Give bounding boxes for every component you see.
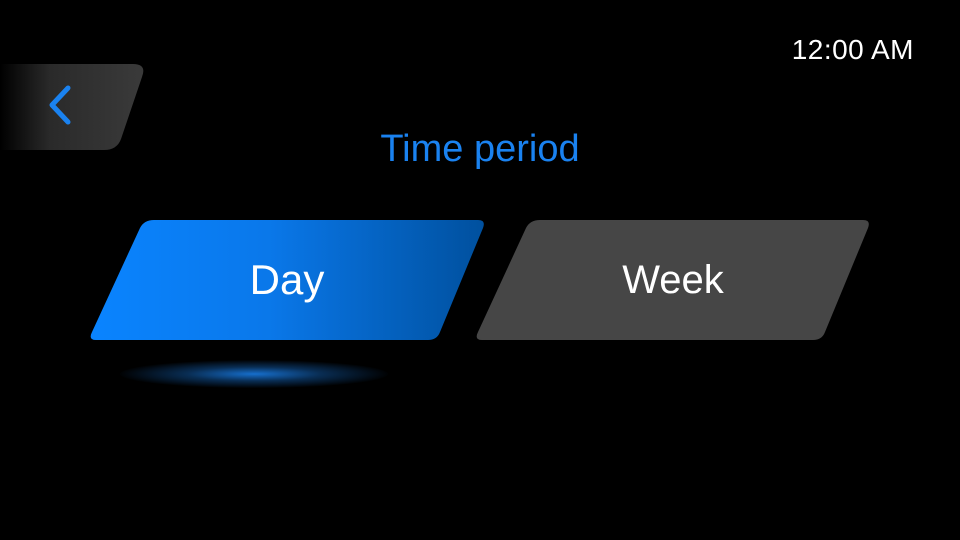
back-button[interactable] — [0, 64, 150, 150]
option-week-button[interactable]: Week — [474, 219, 872, 341]
clock: 12:00 AM — [791, 34, 914, 65]
option-day-shape — [90, 220, 484, 340]
option-day-button[interactable]: Day — [88, 219, 486, 341]
selection-glow — [120, 360, 388, 388]
chevron-left-icon — [49, 85, 71, 125]
page-title: Time period — [380, 128, 580, 170]
option-day-label: Day — [249, 256, 325, 303]
option-week-shape — [476, 220, 869, 340]
option-week-label: Week — [622, 257, 724, 302]
back-button-shape — [0, 64, 144, 150]
